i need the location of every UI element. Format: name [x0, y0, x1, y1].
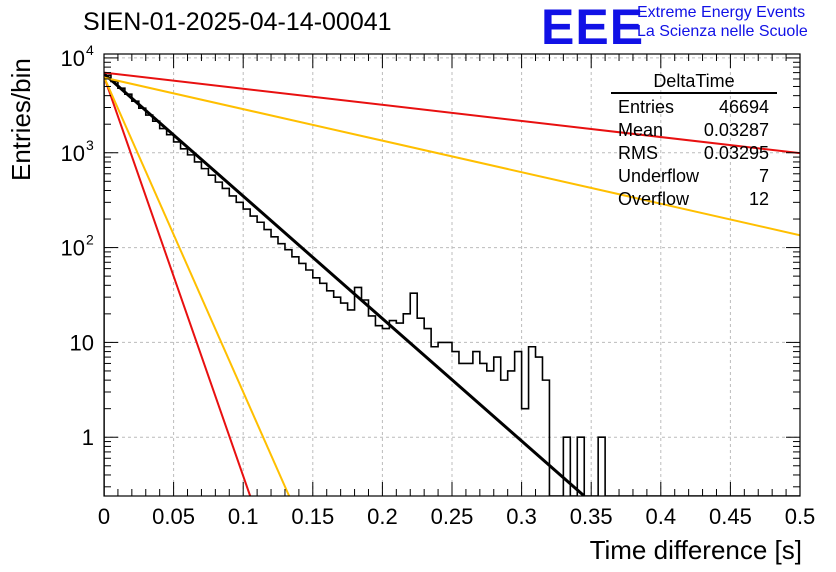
logo-subtitle-2: La Scienza nelle Scuole — [637, 23, 808, 40]
histogram-steps — [104, 74, 800, 496]
y-tick-label: 1 — [82, 425, 94, 450]
curve-red-steep — [104, 75, 252, 496]
stats-value: 46694 — [718, 97, 769, 117]
y-tick-label: 10 — [61, 46, 85, 71]
x-tick-label: 0.15 — [291, 504, 334, 529]
stats-row-entries: Entries 46694 — [611, 96, 777, 119]
y-axis-label: Entries/bin — [6, 58, 36, 181]
x-tick-label: 0.5 — [785, 504, 816, 529]
y-tick-label: 10 — [61, 141, 85, 166]
stats-label: Underflow — [618, 166, 700, 186]
stats-value: 7 — [758, 166, 769, 186]
logo-subtitle-1: Extreme Energy Events — [637, 4, 806, 21]
x-tick-label: 0.2 — [367, 504, 398, 529]
x-tick-label: 0.1 — [228, 504, 259, 529]
chart-title: SIEN-01-2025-04-14-00041 — [83, 8, 392, 36]
stats-box: DeltaTime Entries 46694 Mean 0.03287 RMS… — [611, 71, 777, 211]
stats-row-rms: RMS 0.03295 — [611, 142, 777, 165]
y-tick-exponent: 2 — [86, 232, 94, 248]
stats-row-underflow: Underflow 7 — [611, 165, 777, 188]
x-tick-label: 0.45 — [709, 504, 752, 529]
stats-title: DeltaTime — [611, 71, 777, 94]
y-tick-exponent: 3 — [86, 137, 94, 153]
stats-row-overflow: Overflow 12 — [611, 188, 777, 211]
x-tick-label: 0 — [98, 504, 110, 529]
curve-red-shallow — [104, 71, 800, 155]
stats-value: 12 — [748, 189, 769, 209]
y-tick-label: 10 — [61, 236, 85, 261]
curve-fit — [104, 72, 586, 496]
x-tick-label: 0.3 — [506, 504, 537, 529]
x-tick-label: 0.4 — [646, 504, 677, 529]
y-tick-exponent: 4 — [86, 42, 94, 58]
x-tick-label: 0.35 — [570, 504, 613, 529]
curve-yellow-steep — [104, 76, 291, 496]
eee-logo: EEE — [541, 0, 645, 55]
stats-value: 0.03287 — [703, 120, 769, 140]
stats-label: Mean — [618, 120, 664, 140]
x-tick-label: 0.05 — [152, 504, 195, 529]
x-tick-label: 0.25 — [431, 504, 474, 529]
stats-label: RMS — [618, 143, 658, 163]
curve-yellow-shallow — [104, 76, 800, 237]
y-tick-label: 10 — [70, 330, 94, 355]
stats-row-mean: Mean 0.03287 — [611, 119, 777, 142]
stats-value: 0.03295 — [703, 143, 769, 163]
stats-label: Entries — [618, 97, 675, 117]
x-axis-label: Time difference [s] — [589, 535, 802, 565]
stats-label: Overflow — [618, 189, 690, 209]
